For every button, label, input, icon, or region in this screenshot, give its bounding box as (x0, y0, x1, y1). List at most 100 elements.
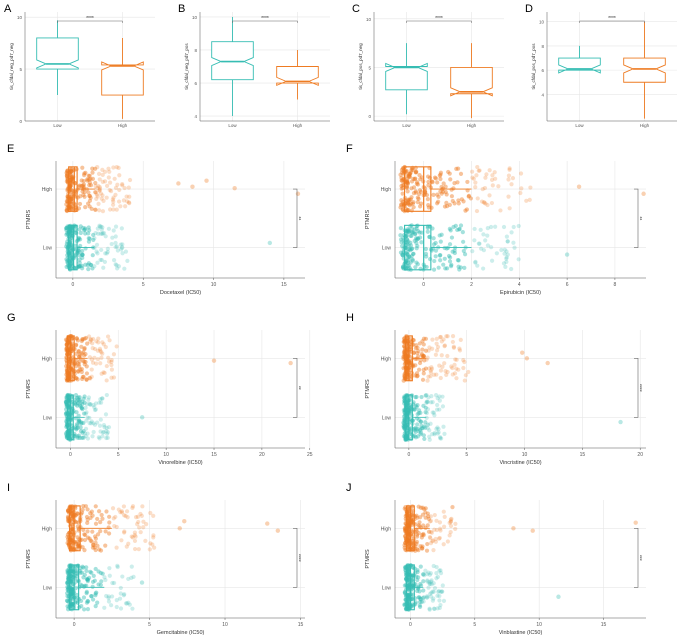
data-point (431, 372, 437, 377)
data-point (448, 530, 453, 535)
data-point (129, 564, 134, 569)
x-tick-label: 0 (69, 452, 72, 458)
data-point (490, 173, 495, 178)
data-point (95, 164, 100, 170)
box-high (101, 37, 144, 119)
data-point (445, 369, 450, 375)
data-point (409, 246, 415, 251)
data-point (102, 370, 107, 376)
data-point (482, 200, 487, 205)
data-point (504, 256, 509, 261)
data-point (422, 436, 427, 442)
significance-label: **** (299, 554, 305, 562)
significance-label: *** (640, 555, 646, 561)
data-point (457, 226, 462, 232)
data-point (64, 342, 69, 348)
panel-letter: H (346, 312, 354, 324)
data-point (64, 598, 70, 603)
data-point (104, 363, 109, 369)
panel-letter: F (346, 143, 353, 155)
data-point (441, 189, 446, 195)
data-point (411, 230, 416, 235)
data-point (116, 165, 121, 170)
data-point (87, 180, 93, 185)
data-point (130, 504, 136, 509)
data-point (405, 189, 410, 194)
data-point (87, 204, 92, 209)
data-point (433, 254, 438, 259)
data-point (407, 229, 412, 234)
data-point (408, 260, 413, 265)
data-point (99, 224, 104, 229)
data-point (64, 232, 69, 237)
data-point (446, 169, 451, 175)
data-point (107, 573, 112, 578)
data-point (424, 192, 430, 198)
data-point (78, 243, 83, 249)
data-point (82, 362, 87, 367)
y-tick-label: Low (43, 246, 53, 252)
outlier-point (618, 419, 623, 425)
data-point (97, 224, 103, 229)
data-point (98, 257, 103, 263)
data-point (92, 245, 97, 250)
data-point (404, 233, 409, 238)
y-tick-label: 10 (17, 15, 23, 20)
data-point (125, 258, 130, 263)
data-point (107, 169, 112, 174)
data-point (492, 170, 497, 175)
data-point (415, 200, 420, 205)
data-point (420, 347, 425, 352)
data-point (90, 266, 95, 271)
data-point (98, 361, 103, 366)
data-point (83, 405, 88, 410)
outlier-point (545, 360, 550, 366)
data-point (420, 505, 425, 510)
x-axis-label: Epirubicin (IC50) (500, 290, 541, 296)
data-point (69, 250, 74, 256)
data-point (485, 226, 490, 231)
data-point (105, 246, 110, 252)
data-point (417, 191, 422, 197)
data-point (423, 246, 429, 252)
data-point (417, 595, 422, 600)
data-point (82, 394, 87, 399)
data-point (68, 233, 73, 238)
data-point (77, 184, 82, 189)
y-tick-label: 10 (539, 20, 545, 25)
data-point (88, 176, 93, 182)
data-point (95, 251, 100, 256)
data-point (447, 171, 452, 176)
data-point (448, 228, 453, 233)
outlier-point (530, 528, 535, 533)
outlier-point (267, 240, 273, 246)
data-point (505, 252, 510, 257)
x-tick-label: 15 (601, 622, 607, 628)
data-point (447, 226, 452, 231)
data-point (406, 198, 411, 203)
data-point (106, 355, 111, 360)
data-point (527, 197, 532, 202)
data-point (405, 180, 410, 185)
y-tick-label: 6 (194, 81, 197, 86)
data-point (425, 594, 430, 599)
data-point (409, 168, 414, 173)
data-point (406, 257, 411, 262)
data-point (411, 185, 417, 190)
data-point (428, 535, 433, 541)
data-point (414, 169, 419, 174)
data-point (400, 252, 405, 257)
data-point (87, 177, 92, 182)
data-point (399, 198, 404, 203)
data-point (64, 257, 69, 262)
box-low (36, 20, 79, 96)
data-point (88, 262, 93, 267)
x-tick-label: 2 (470, 282, 473, 288)
data-point (64, 208, 69, 213)
data-point (69, 175, 74, 180)
data-point (404, 251, 409, 256)
data-point (400, 185, 405, 191)
data-point (95, 420, 100, 425)
data-point (104, 378, 109, 383)
data-point (447, 255, 453, 260)
